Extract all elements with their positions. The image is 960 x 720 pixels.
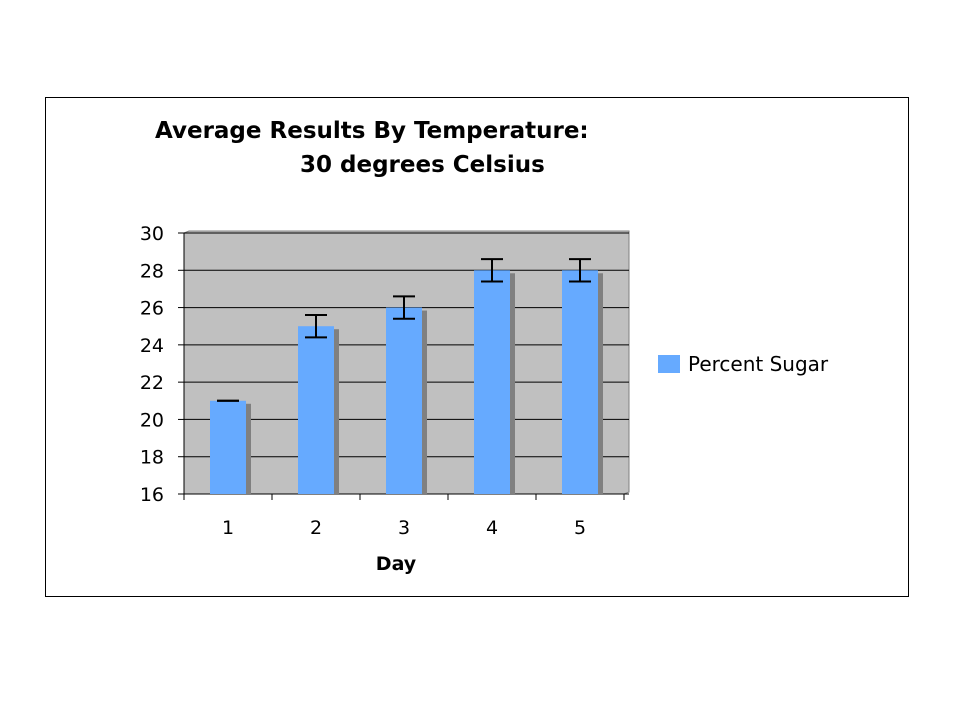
y-tick-label: 30 — [140, 223, 164, 245]
bar — [562, 270, 598, 494]
chart-title-line-2: 30 degrees Celsius — [300, 152, 545, 178]
y-tick-label: 22 — [140, 372, 164, 394]
plot-area: 16 18 20 22 24 26 28 30 1 2 3 4 5 — [140, 223, 630, 539]
legend-label: Percent Sugar — [688, 352, 829, 376]
chart-title-line-1: Average Results By Temperature: — [155, 118, 589, 144]
chart-frame: Average Results By Temperature: 30 degre… — [45, 97, 909, 597]
x-tick-label: 4 — [486, 517, 498, 539]
bar — [474, 270, 510, 494]
bar — [210, 400, 246, 494]
x-tick-label: 3 — [398, 517, 410, 539]
y-tick-label: 16 — [140, 484, 164, 506]
bar — [386, 307, 422, 494]
y-tick-label: 18 — [140, 447, 164, 469]
legend: Percent Sugar — [658, 352, 829, 376]
bar — [298, 326, 334, 494]
y-tick-label: 20 — [140, 409, 164, 431]
legend-swatch — [658, 355, 680, 373]
x-tick-label: 5 — [574, 517, 586, 539]
y-tick-label: 28 — [140, 260, 164, 282]
x-axis-title: Day — [376, 553, 417, 575]
x-tick-label: 1 — [222, 517, 234, 539]
x-tick-label: 2 — [310, 517, 322, 539]
bar-chart: Average Results By Temperature: 30 degre… — [140, 118, 829, 575]
y-tick-label: 26 — [140, 298, 164, 320]
y-tick-label: 24 — [140, 335, 164, 357]
